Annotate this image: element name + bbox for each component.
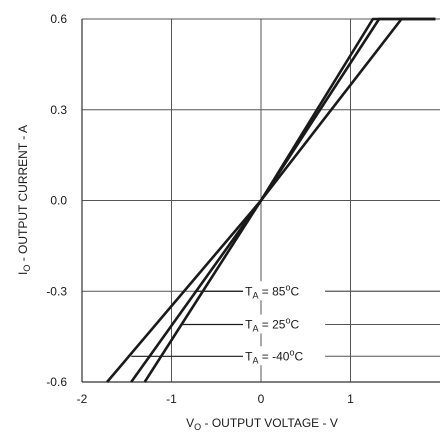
legend-label-0: TA = 85oC [245,282,299,300]
annotation-label-bg-1 [243,314,326,334]
x-tick-label: -1 [166,392,177,406]
y-tick-label: -0.6 [46,375,67,389]
y-tick-label: 0.3 [50,103,67,117]
x-axis-label: VO - OUTPUT VOLTAGE - V [186,416,338,432]
x-tick-label: 1 [347,392,354,406]
y-tick-label: 0.6 [50,12,67,26]
x-tick-label: 0 [258,392,265,406]
y-axis-label: IO - OUTPUT CURRENT - A [16,125,32,275]
annotation-label-bg-0 [243,281,326,301]
annotations-group: TA = 85oC TA = 25oC TA = -40oC [131,281,440,366]
x-tick-label: -2 [77,392,88,406]
y-tick-label: 0.0 [50,194,67,208]
legend-label-1: TA = 25oC [245,316,299,334]
annotation-label-bg-2 [243,346,326,366]
y-tick-label: -0.3 [46,284,67,298]
legend-label-2: TA = -40oC [245,347,303,365]
ticks-group: -2 -1 0 1 0.6 0.3 0.0 -0.3 -0.6 [46,12,354,406]
